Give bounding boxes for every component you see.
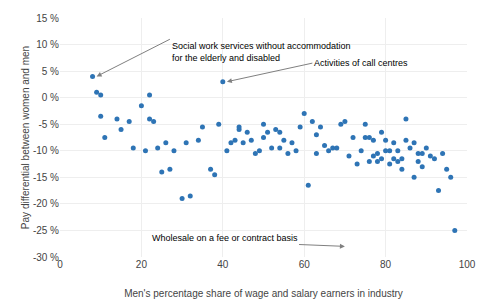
svg-text:5 %: 5 % (42, 66, 59, 77)
svg-text:Activities of call centres: Activities of call centres (314, 58, 408, 68)
svg-text:60: 60 (299, 259, 311, 270)
svg-text:Pay differential between women: Pay differential between women and men (20, 46, 31, 229)
svg-text:-30 %: -30 % (33, 252, 59, 263)
svg-text:15 %: 15 % (36, 13, 59, 24)
svg-text:-10 %: -10 % (33, 145, 59, 156)
svg-text:40: 40 (217, 259, 229, 270)
svg-text:20: 20 (136, 259, 148, 270)
svg-text:80: 80 (380, 259, 392, 270)
svg-text:-15 %: -15 % (33, 172, 59, 183)
svg-text:Social work services without a: Social work services without accommodati… (172, 41, 351, 63)
svg-text:10 %: 10 % (36, 39, 59, 50)
svg-text:-20 %: -20 % (33, 198, 59, 209)
svg-text:Wholesale on a fee or contract: Wholesale on a fee or contract basis (152, 233, 298, 243)
svg-text:-25 %: -25 % (33, 225, 59, 236)
svg-text:-5 %: -5 % (38, 119, 59, 130)
svg-text:0 %: 0 % (42, 92, 59, 103)
svg-text:100: 100 (459, 259, 476, 270)
svg-text:0: 0 (57, 259, 63, 270)
svg-text:Men's percentage share of wage: Men's percentage share of wage and salar… (124, 288, 403, 299)
